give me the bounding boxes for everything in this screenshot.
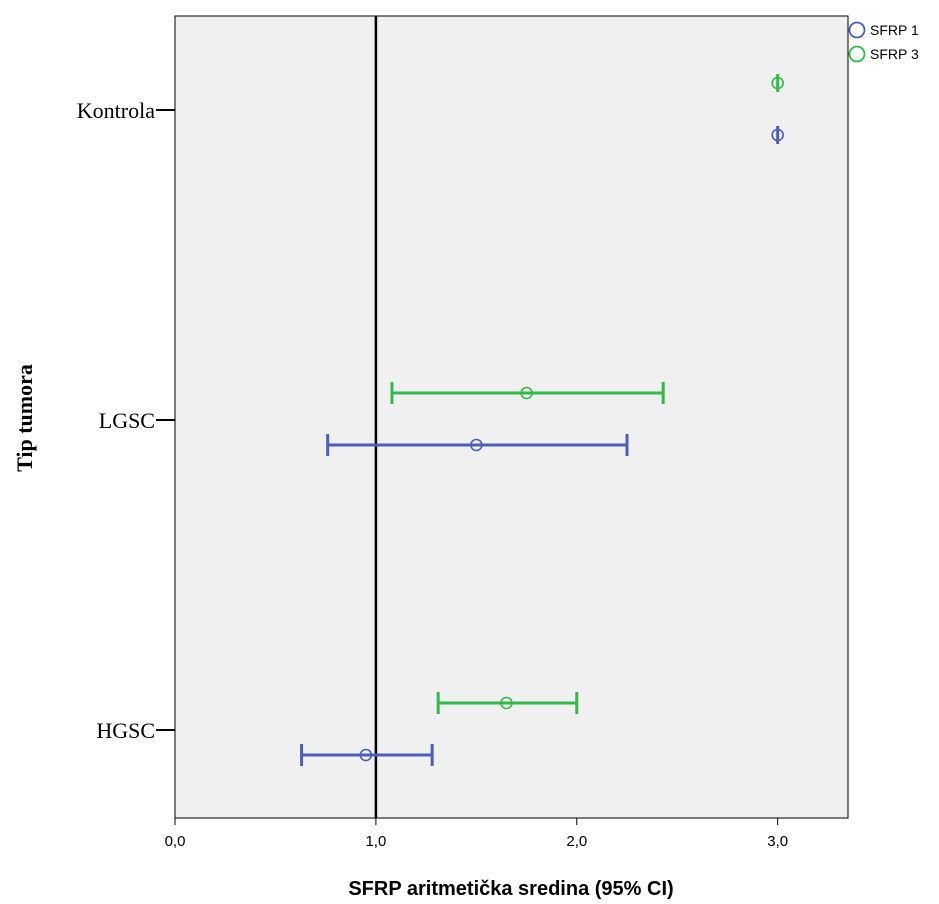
y-axis: Kontrola LGSC HGSC (77, 98, 175, 743)
legend-marker (848, 21, 866, 39)
y-category-label: Kontrola (77, 98, 155, 123)
x-tick-label: 0,0 (165, 833, 186, 850)
mean-marker (771, 128, 784, 142)
x-axis: 0,0 1,0 2,0 3,0 (165, 818, 788, 850)
y-axis-title: Tip tumora (12, 364, 37, 472)
y-category-label: LGSC (99, 408, 155, 433)
legend-marker (848, 45, 866, 63)
legend-label: SFRP 3 (870, 46, 919, 62)
series-group (300, 74, 784, 766)
mean-marker (470, 438, 483, 452)
plot-area (174, 15, 849, 819)
series-sfrp-3 (390, 74, 784, 714)
x-tick-label: 3,0 (767, 833, 788, 850)
x-axis-title: SFRP aritmetička sredina (95% CI) (348, 878, 673, 900)
series-sfrp-1 (300, 126, 784, 766)
y-category-label: HGSC (96, 718, 155, 743)
x-tick-label: 2,0 (566, 833, 587, 850)
mean-marker (771, 76, 784, 90)
mean-marker (359, 748, 373, 762)
x-tick-label: 1,0 (365, 833, 386, 850)
mean-marker (520, 386, 533, 400)
mean-marker (500, 696, 513, 710)
legend: SFRP 1 SFRP 3 (848, 21, 919, 63)
legend-label: SFRP 1 (870, 22, 919, 38)
